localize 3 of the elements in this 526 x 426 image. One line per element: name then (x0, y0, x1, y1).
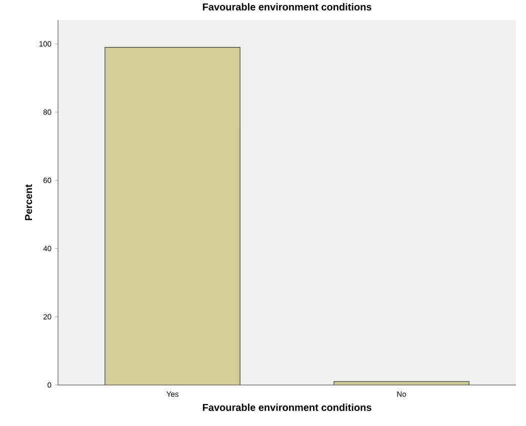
x-axis-title: Favourable environment conditions (202, 404, 372, 411)
y-axis-title: Percent (25, 184, 32, 220)
chart-title: Favourable environment conditions (202, 3, 372, 10)
